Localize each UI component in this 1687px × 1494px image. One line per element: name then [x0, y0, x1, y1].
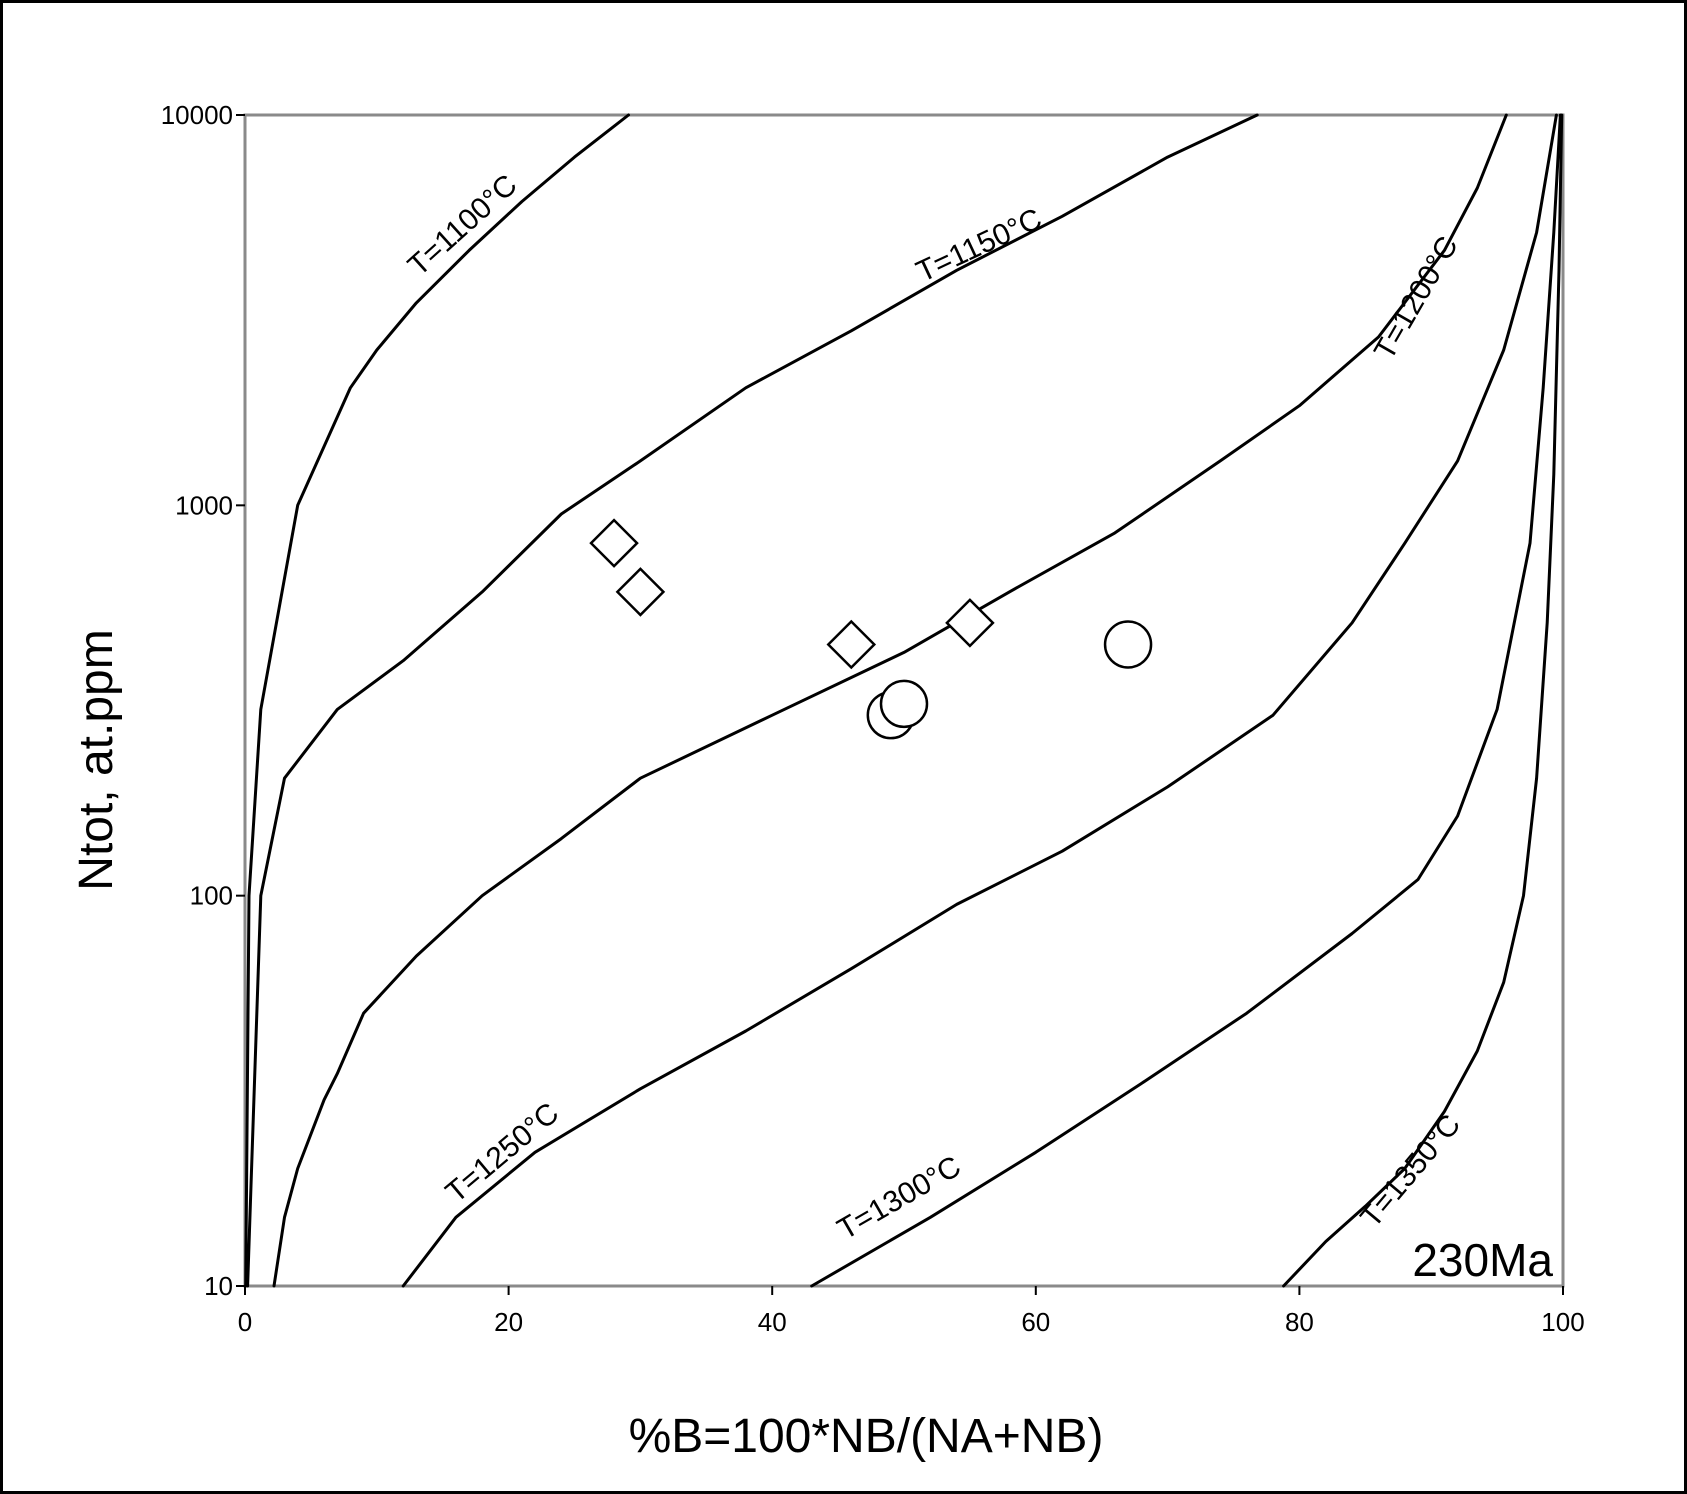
curve-t-1300-c: [810, 113, 1562, 1288]
y-axis-title: Ntot, at.ppm: [70, 629, 123, 890]
x-tick-label: 0: [238, 1307, 252, 1337]
curve-t-1350-c: [1282, 113, 1564, 1288]
curve-t-1200-c: [272, 113, 1508, 1288]
curve-t-1150-c: [246, 113, 1259, 1288]
curve-t-1250-c: [401, 113, 1558, 1288]
age-annotation: 230Ma: [1412, 1234, 1553, 1286]
diamond-point-3: [826, 619, 877, 670]
x-axis-title: %B=100*NB/(NA+NB): [629, 1410, 1104, 1463]
y-tick-label: 1000: [175, 490, 233, 520]
circle-point-3: [1103, 620, 1153, 669]
plot-area-border: [243, 113, 1565, 1288]
x-axis-ticks: 0 20 40 60 80 100: [238, 1286, 1585, 1337]
diamond-point-1: [589, 518, 639, 568]
circle-point-2: [879, 679, 929, 729]
x-tick-label: 40: [758, 1307, 787, 1337]
x-tick-label: 80: [1285, 1307, 1314, 1337]
y-axis-ticks: 10 100 1000 10000: [161, 100, 245, 1301]
curve-t-1100-c: [244, 113, 630, 1288]
y-tick-label: 100: [190, 881, 233, 911]
x-tick-label: 100: [1541, 1307, 1584, 1337]
y-tick-label: 10: [204, 1271, 233, 1301]
data-points: [589, 518, 1153, 740]
y-tick-label: 10000: [161, 100, 233, 130]
x-tick-label: 20: [494, 1307, 523, 1337]
x-tick-label: 60: [1021, 1307, 1050, 1337]
diamond-point-4: [945, 598, 995, 648]
diamond-point-2: [615, 567, 666, 617]
temperature-curves: [244, 113, 1564, 1288]
